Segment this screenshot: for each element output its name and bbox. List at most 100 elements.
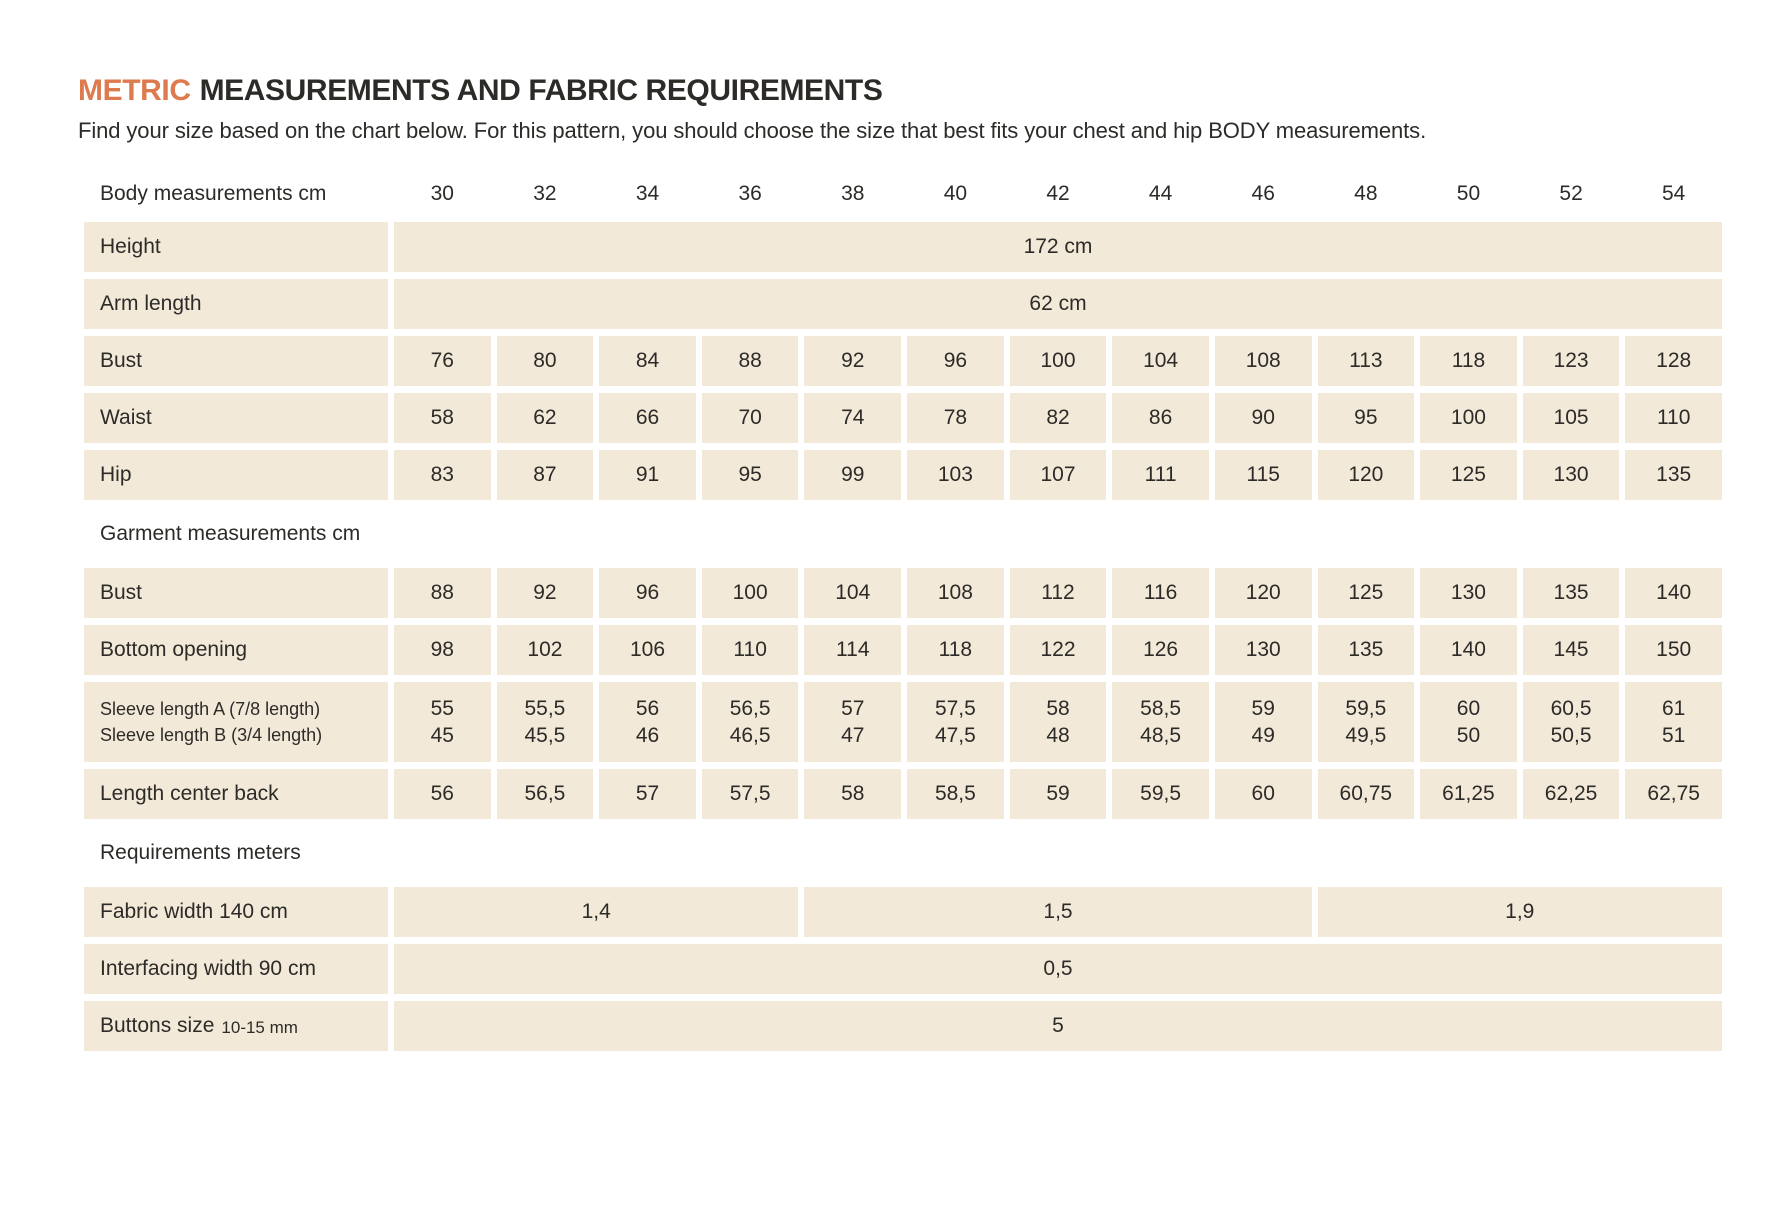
value-cell: 107 (1009, 450, 1107, 500)
table-row: Buttons size 10-15 mm 5 (84, 1001, 1722, 1051)
row-label: Interfacing width 90 cm (100, 957, 316, 980)
value-cell: 87 (496, 450, 594, 500)
value-cell: 104 (1112, 336, 1209, 386)
value-cell: 130 (1522, 450, 1620, 500)
value-cell: 118 (1420, 336, 1517, 386)
table-row: Length center back 56 56,5 57 57,5 58 58,5 59 59… (84, 769, 1722, 819)
value-cell: 62 (496, 393, 594, 443)
value-cell: 56,5 46,5 (701, 682, 799, 762)
size-column-header: 38 (841, 182, 865, 205)
value-cell: 96 (907, 336, 1004, 386)
row-label: Fabric width 140 cm (100, 900, 288, 923)
row-label: Sleeve length B (3/4 length) (100, 725, 323, 745)
size-column-header: 48 (1354, 182, 1378, 205)
row-label: Length center back (100, 782, 279, 805)
value-line-b: 51 (1662, 724, 1686, 747)
value-cell: 100 (701, 568, 799, 618)
row-label: Waist (100, 406, 152, 429)
value-line-b: 49,5 (1345, 724, 1387, 747)
value-cell: 59,5 (1112, 769, 1209, 819)
section-title-row: Requirements meters (84, 826, 1722, 880)
value-line-b: 47,5 (934, 724, 976, 747)
value-cell: 100 (1009, 336, 1107, 386)
value-line-a: 59 (1251, 697, 1275, 720)
value-cell: 126 (1112, 625, 1209, 675)
value-cell: 59 49 (1214, 682, 1312, 762)
value-cell: 125 (1317, 568, 1415, 618)
value-line-b: 49 (1251, 724, 1275, 747)
value-cell: 86 (1112, 393, 1209, 443)
row-label: Sleeve length A (7/8 length) (100, 699, 321, 719)
section-title-row: Garment measurements cm (84, 507, 1722, 561)
size-column-header: 40 (943, 182, 968, 205)
value-cell: 95 (1317, 393, 1415, 443)
table-row: Hip 83 87 91 95 99 103 107 111 115 120 125 130 135 (84, 450, 1722, 500)
row-label-cell: Arm length (84, 279, 388, 329)
value-cell: 99 (804, 450, 902, 500)
value-cell: 120 (1214, 568, 1312, 618)
value-cell: 130 (1420, 568, 1517, 618)
row-label-small: 10-15 mm (221, 1017, 298, 1037)
value-cell: 104 (804, 568, 902, 618)
value-cell: 58 (804, 769, 902, 819)
value-cell: 100 (1420, 393, 1517, 443)
value-cell: 55,5 45,5 (496, 682, 594, 762)
value-line-a: 60 (1456, 697, 1481, 720)
value-cell: 128 (1625, 336, 1722, 386)
value-cell: 118 (907, 625, 1004, 675)
value-line-b: 45,5 (524, 724, 566, 747)
row-label-cell: Interfacing width 90 cm (84, 944, 388, 994)
span-value-cell: 1,5 (804, 887, 1312, 937)
value-cell: 88 (701, 336, 799, 386)
span-value-cell: 1,4 (394, 887, 799, 937)
row-label: Arm length (100, 292, 202, 315)
row-label-cell: Buttons size 10-15 mm (84, 1001, 388, 1051)
value-cell: 62,75 (1625, 769, 1722, 819)
value-cell: 59 (1009, 769, 1107, 819)
size-column-header: 32 (533, 182, 557, 205)
value-cell: 110 (1625, 393, 1722, 443)
value-cell: 112 (1009, 568, 1107, 618)
value-line-b: 46,5 (729, 724, 771, 747)
value-line-a: 57,5 (934, 697, 976, 720)
value-cell: 114 (804, 625, 902, 675)
page-subtitle: Find your size based on the chart below.… (78, 118, 1427, 143)
value-line-b: 45 (430, 724, 454, 747)
value-cell: 61 51 (1625, 682, 1722, 762)
value-cell: 135 (1317, 625, 1415, 675)
value-cell: 122 (1009, 625, 1107, 675)
column-header-label: Body measurements cm (100, 182, 327, 205)
table-row: Arm length 62 cm (84, 279, 1722, 329)
value-cell: 61,25 (1420, 769, 1517, 819)
value-cell: 108 (1214, 336, 1312, 386)
value-cell: 55 45 (394, 682, 491, 762)
value-line-a: 61 (1662, 697, 1686, 720)
value-cell: 62,25 (1522, 769, 1620, 819)
size-column-header: 46 (1251, 182, 1275, 205)
value-line-b: 48,5 (1140, 724, 1182, 747)
value-cell: 57,5 47,5 (907, 682, 1004, 762)
table-row: Sleeve length A (7/8 length) Sleeve lengt… (84, 682, 1722, 762)
value-cell: 58,5 48,5 (1112, 682, 1209, 762)
size-column-header: 54 (1662, 182, 1686, 205)
value-cell: 115 (1214, 450, 1312, 500)
section-title: Garment measurements cm (100, 522, 361, 545)
value-line-a: 56,5 (729, 697, 771, 720)
row-label-cell: Bottom opening (84, 625, 388, 675)
value-cell: 78 (907, 393, 1004, 443)
span-value-cell: 172 cm (394, 222, 1722, 272)
value-cell: 135 (1625, 450, 1722, 500)
row-label-cell: Waist (84, 393, 388, 443)
row-label: Height (100, 235, 161, 258)
value-cell: 116 (1112, 568, 1209, 618)
row-label: Hip (100, 463, 132, 486)
value-cell: 92 (496, 568, 594, 618)
size-column-header: 44 (1148, 182, 1173, 205)
row-label: Buttons size (100, 1014, 215, 1037)
value-cell: 56 (394, 769, 491, 819)
table-header-row: Body measurements cm 30 32 34 36 38 40 42 44 46 48… (84, 174, 1722, 214)
size-column-header: 30 (430, 182, 454, 205)
value-cell: 140 (1625, 568, 1722, 618)
value-cell: 60,5 50,5 (1522, 682, 1620, 762)
value-cell: 90 (1214, 393, 1312, 443)
